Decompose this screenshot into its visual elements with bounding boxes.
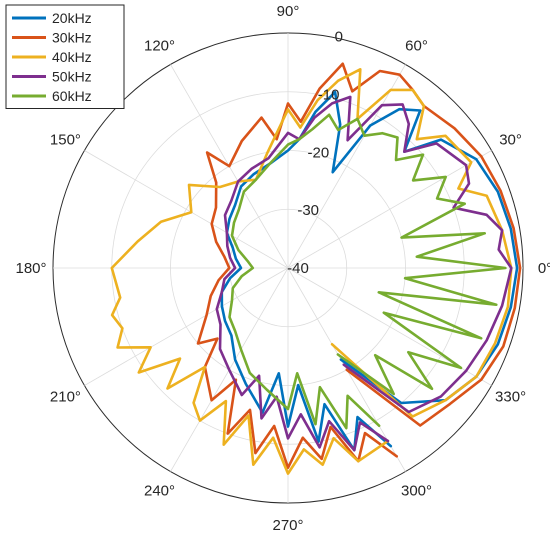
- angle-tick-label: 270°: [272, 517, 303, 534]
- radial-tick-labels: 0 -10 -20 -30 -40: [287, 29, 343, 277]
- series-line-50kHz: [215, 95, 513, 452]
- legend-label: 40kHz: [52, 49, 92, 65]
- series-line-30kHz: [196, 62, 522, 470]
- series-line-40kHz: [110, 68, 513, 475]
- legend-label: 20kHz: [52, 10, 92, 26]
- angle-tick-label: 150°: [50, 132, 81, 149]
- angle-tick-label: 120°: [144, 37, 175, 54]
- grid-spoke: [287, 64, 406, 269]
- radial-tick-label: 0: [335, 29, 343, 46]
- angle-tick-label: 0°: [538, 260, 550, 277]
- grid-spoke: [84, 267, 289, 386]
- series-line-60kHz: [228, 113, 507, 430]
- legend-label: 60kHz: [52, 88, 92, 104]
- angle-tick-label: 330°: [495, 389, 526, 406]
- angle-tick-label: 90°: [277, 3, 300, 20]
- angle-tick-label: 210°: [50, 389, 81, 406]
- angle-tick-label: 180°: [15, 260, 46, 277]
- angle-tick-label: 300°: [401, 483, 432, 500]
- angular-tick-labels: 0° 30° 60° 90° 120° 150° 180° 210° 240° 270° 300° 3…: [15, 3, 550, 534]
- angle-tick-label: 240°: [144, 483, 175, 500]
- angle-tick-label: 30°: [499, 132, 522, 149]
- legend: 20kHz 30kHz 40kHz 50kHz 60kHz: [5, 4, 125, 109]
- radial-tick-label: -30: [297, 202, 319, 219]
- radial-tick-label: -20: [308, 144, 330, 161]
- legend-label: 50kHz: [52, 69, 92, 85]
- grid-spoke: [84, 150, 289, 269]
- radial-tick-label: -10: [318, 86, 340, 103]
- angle-tick-label: 60°: [405, 37, 428, 54]
- plot-area: [110, 62, 522, 475]
- legend-label: 30kHz: [52, 30, 92, 46]
- grid-spoke: [287, 150, 492, 269]
- radial-tick-label: -40: [287, 260, 309, 277]
